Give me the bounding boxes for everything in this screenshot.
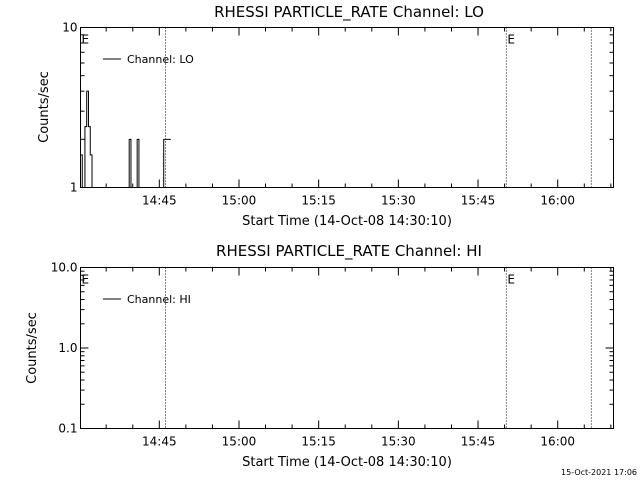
y-tick-label: 0.1 <box>58 422 77 436</box>
x-tick-label: 16:00 <box>540 194 575 208</box>
x-tick-label: 15:00 <box>222 435 257 449</box>
x-axis-label: Start Time (14-Oct-08 14:30:10) <box>242 214 452 229</box>
chart-title: RHESSI PARTICLE_RATE Channel: HI <box>216 242 482 261</box>
plot-frame <box>80 27 614 188</box>
x-tick-label: 15:15 <box>301 435 336 449</box>
panel-lo: RHESSI PARTICLE_RATE Channel: LO Start T… <box>37 3 614 229</box>
y-tick-label: 1.0 <box>58 341 77 355</box>
y-tick-label: 1 <box>70 181 78 195</box>
event-marker-label: E <box>82 273 90 287</box>
axis-ticks: 14:45 15:00 15:15 15:30 15:45 16:00 1 10 <box>62 21 614 208</box>
legend: Channel: LO <box>103 53 194 66</box>
event-marker-label: E <box>507 33 515 47</box>
x-tick-label: 16:00 <box>540 435 575 449</box>
legend: Channel: HI <box>103 293 191 306</box>
x-tick-label: 15:15 <box>301 194 336 208</box>
y-tick-label: 10 <box>62 21 77 35</box>
x-tick-label: 14:45 <box>142 194 177 208</box>
timestamp: 15-Oct-2021 17:06 <box>561 468 637 477</box>
y-axis-label: Counts/sec <box>37 71 52 143</box>
plot-frame <box>80 267 614 429</box>
event-marker-label: E <box>507 273 515 287</box>
x-tick-label: 15:45 <box>461 435 496 449</box>
legend-label: Channel: HI <box>127 293 191 306</box>
legend-label: Channel: LO <box>127 53 194 66</box>
event-marker-label: E <box>82 33 90 47</box>
x-tick-label: 15:00 <box>222 194 257 208</box>
y-tick-label: 10.0 <box>51 261 78 275</box>
x-tick-label: 15:45 <box>461 194 496 208</box>
x-tick-label: 14:45 <box>142 435 177 449</box>
x-tick-label: 15:30 <box>381 194 416 208</box>
chart-title: RHESSI PARTICLE_RATE Channel: LO <box>214 3 484 22</box>
x-axis-label: Start Time (14-Oct-08 14:30:10) <box>242 455 452 470</box>
y-axis-label: Counts/sec <box>25 312 40 384</box>
x-tick-label: 15:30 <box>381 435 416 449</box>
panel-hi: RHESSI PARTICLE_RATE Channel: HI Start T… <box>25 242 614 470</box>
